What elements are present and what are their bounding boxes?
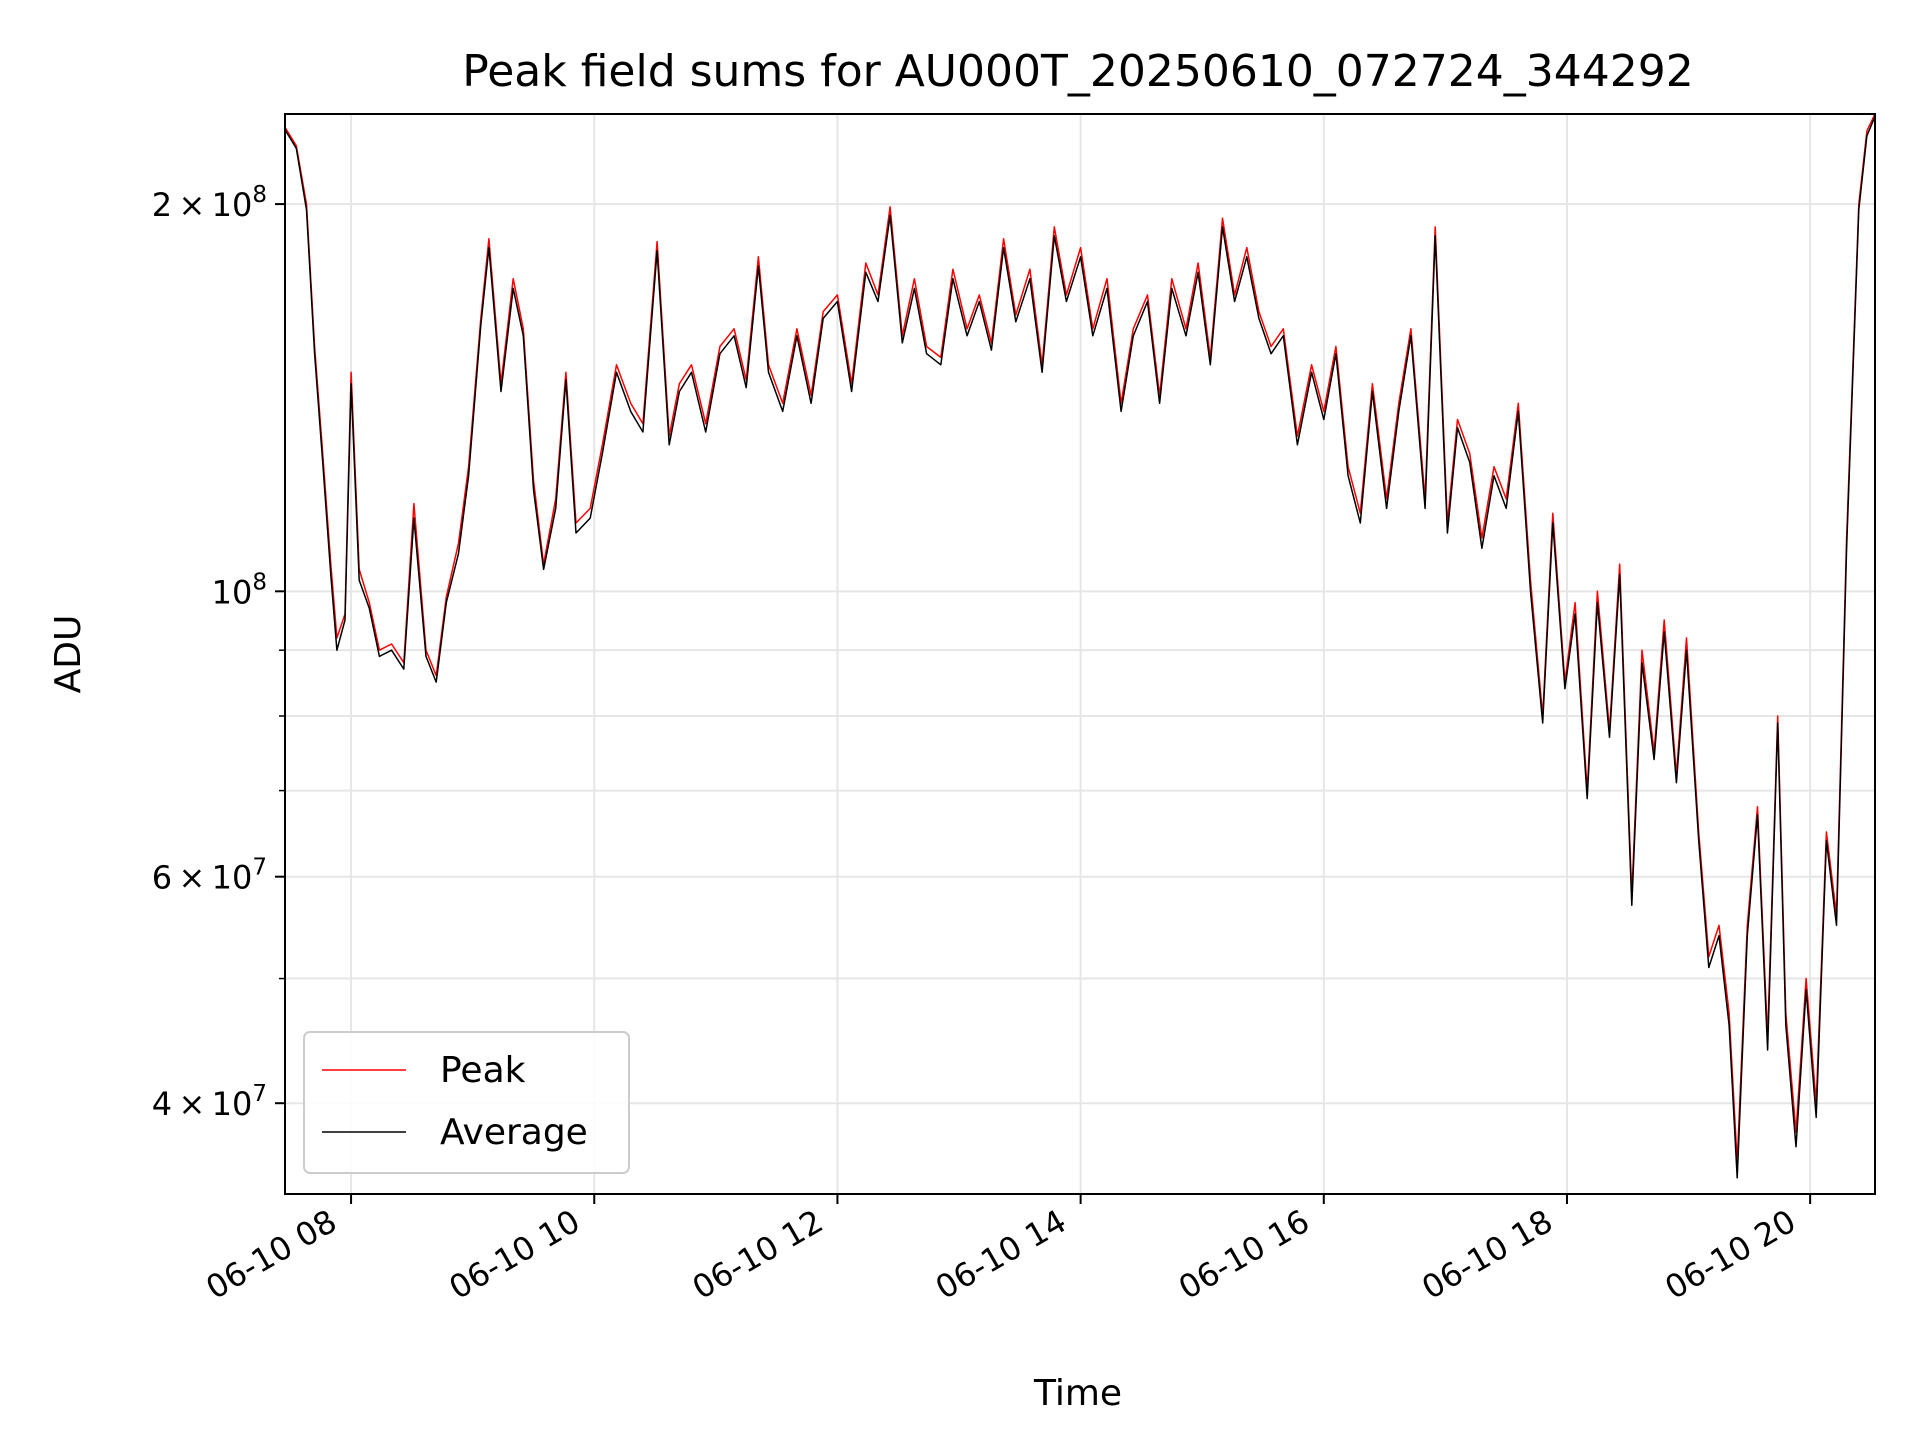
chart-title: Peak field sums for AU000T_20250610_0727… bbox=[462, 46, 1694, 97]
legend-label-average: Average bbox=[440, 1112, 588, 1153]
legend: Peak Average bbox=[303, 1031, 630, 1174]
legend-box bbox=[303, 1031, 630, 1174]
legend-label-peak: Peak bbox=[440, 1050, 526, 1091]
series-line-average bbox=[285, 116, 1875, 1179]
y-tick-label: 2 × 108 bbox=[152, 182, 267, 224]
y-axis-label: ADU bbox=[48, 615, 89, 694]
series-line-peak bbox=[285, 114, 1875, 1163]
y-tick-label: 4 × 107 bbox=[152, 1081, 267, 1123]
x-axis-label: Time bbox=[1033, 1373, 1122, 1414]
y-tick-label: 6 × 107 bbox=[152, 855, 267, 897]
series-layer bbox=[285, 114, 1875, 1179]
